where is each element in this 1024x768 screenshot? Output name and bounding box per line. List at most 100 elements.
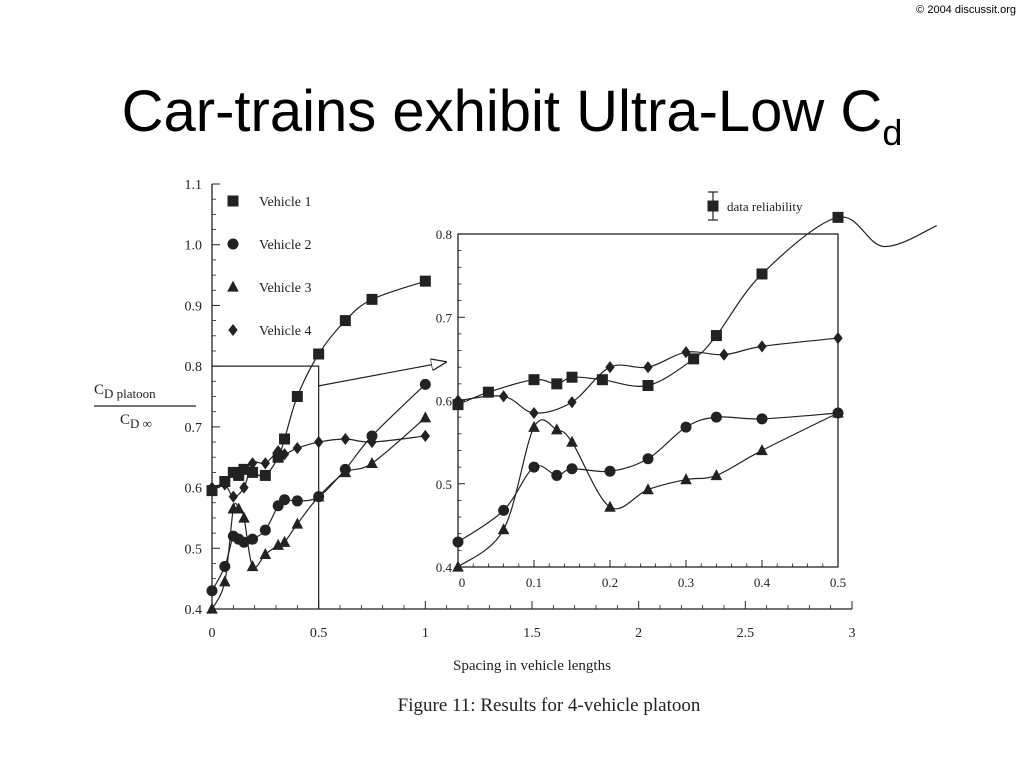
main-series-2-point	[219, 561, 231, 572]
main-series-2-point	[279, 494, 291, 506]
legend-label-vehicle-3: Vehicle 3	[259, 281, 311, 296]
inset-series-1-point	[482, 386, 494, 398]
inset-series-3-point	[452, 560, 464, 572]
legend-marker-vehicle-4	[228, 323, 238, 337]
legend-label-vehicle-4: Vehicle 4	[259, 324, 311, 339]
main-series-4-point	[367, 435, 377, 449]
inset-series-4-point	[719, 348, 729, 361]
main-series-4-point	[340, 432, 351, 446]
main-y-tick-label: 0.7	[185, 421, 203, 436]
inset-x-tick-label: 0.2	[602, 575, 618, 590]
inset-series-4-point	[567, 396, 577, 409]
main-y-tick-label: 1.0	[185, 239, 203, 254]
legend-label-vehicle-1: Vehicle 1	[259, 195, 311, 210]
inset-series-2-point	[756, 413, 768, 425]
inset-series-1-point	[551, 378, 563, 390]
main-series-1-point	[313, 348, 325, 360]
inset-series-3-point	[642, 483, 654, 495]
inset-series-3-point	[497, 523, 510, 535]
main-series-4-point	[207, 481, 217, 494]
inset-series-2-point	[528, 461, 540, 473]
inset-series-1-point	[688, 353, 700, 365]
main-series-3-point	[419, 411, 432, 423]
y-axis-label-numerator: CD platoon	[94, 382, 156, 401]
main-series-4-point	[279, 448, 290, 461]
inset-series-3-point	[604, 500, 616, 512]
main-y-tick-label: 0.6	[185, 482, 203, 497]
inset-series-4-point	[453, 394, 463, 407]
y-axis-label-numerator-symbol: C	[94, 382, 104, 398]
main-series-2-point	[366, 430, 378, 442]
inset-y-tick-label: 0.8	[436, 227, 452, 242]
x-axis-label: Spacing in vehicle lengths	[453, 658, 611, 674]
main-series-2-point	[247, 533, 259, 545]
main-y-tick-label: 1.1	[185, 178, 203, 193]
main-series-4-point	[228, 490, 239, 503]
main-series-4-point	[292, 442, 303, 455]
inset-series-3-point	[551, 423, 563, 435]
slide-title-subscript: d	[882, 112, 903, 153]
inset-series-3-point	[756, 444, 768, 456]
main-series-2-point	[419, 378, 431, 390]
main-series-1-point	[259, 469, 271, 481]
inset-x-tick-label: 0.4	[754, 575, 771, 590]
main-series-3-point	[246, 560, 259, 572]
figure-caption: Figure 11: Results for 4-vehicle platoon	[398, 695, 701, 716]
zoom-region-box	[212, 365, 320, 609]
inset-plot-area: 0.4 0.5 0.6 0.7 0.8 0 0.1 0.2 0.3 0.4 0.5 data reli…	[317, 191, 938, 590]
legend-marker-vehicle-3	[227, 280, 239, 292]
main-series-4-point	[220, 478, 230, 491]
main-series-4-point	[247, 457, 258, 470]
inset-series-2-point	[710, 411, 722, 423]
main-series-3-point	[206, 602, 218, 614]
legend-label-data-reliability: data reliability	[727, 199, 803, 214]
main-series-3-point	[232, 502, 245, 514]
y-axis-label-denominator-subscript: D ∞	[130, 416, 152, 431]
inset-x-tick-label: 0.3	[678, 575, 694, 590]
inset-y-tick-label: 0.6	[436, 394, 453, 409]
inset-series-4-point	[757, 340, 767, 353]
main-series-1-point	[233, 469, 245, 481]
inset-series-4-point	[643, 361, 653, 374]
main-series-3-point	[259, 548, 272, 560]
inset-y-tick-label: 0.7	[436, 310, 453, 325]
inset-y-tick-label: 0.4	[436, 560, 453, 575]
main-series-1-point	[247, 466, 259, 478]
main-series-4-point	[239, 481, 249, 494]
inset-series-3-point	[680, 473, 692, 485]
main-series-3-point	[272, 538, 284, 550]
main-x-tick-label: 1.5	[523, 626, 541, 641]
main-series-4-point	[260, 457, 271, 470]
inset-series-1-point	[642, 380, 654, 392]
inset-series-4-point	[605, 361, 615, 374]
main-series-3-point	[278, 535, 291, 547]
main-plot-area: 0.4 0.5 0.6 0.7 0.8 0.9 1.0 1.1 0 0.5 1 1.5 2 2.5 3 Veh…	[185, 178, 856, 641]
legend-label-vehicle-2: Vehicle 2	[259, 238, 311, 253]
inset-series-2-point	[642, 453, 654, 465]
inset-x-tick-label: 0.1	[526, 575, 542, 590]
main-y-tick-label: 0.5	[185, 542, 203, 557]
main-x-tick-label: 2	[635, 626, 642, 641]
main-series-2-point	[259, 524, 271, 536]
inset-series-1-point	[528, 374, 540, 386]
legend-marker-data-reliability	[707, 200, 719, 212]
y-axis-label-denominator-symbol: C	[120, 412, 130, 428]
inset-y-tick-label: 0.5	[436, 477, 452, 492]
inset-series-4-point	[498, 390, 509, 403]
inset-series-line-4	[457, 337, 839, 414]
inset-x-tick-label: 0	[459, 575, 466, 590]
main-series-1-point	[279, 433, 291, 445]
slide-title: Car-trains exhibit Ultra-Low Cd	[0, 78, 1024, 154]
main-series-3-point	[339, 466, 352, 478]
main-x-tick-label: 0	[209, 626, 216, 641]
main-series-4-point	[420, 429, 431, 443]
main-series-1-point	[339, 315, 351, 327]
inset-series-3-point	[832, 406, 844, 418]
inset-series-4-point	[529, 406, 539, 420]
inset-series-1-point	[596, 374, 608, 386]
copyright-notice: © 2004 discussit.org	[916, 4, 1016, 16]
main-y-tick-label: 0.4	[185, 603, 203, 618]
inset-series-3-point	[710, 469, 723, 481]
inset-series-3-point	[528, 420, 540, 432]
